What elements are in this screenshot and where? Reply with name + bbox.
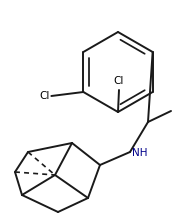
Text: Cl: Cl: [39, 91, 49, 101]
Text: Cl: Cl: [114, 76, 124, 86]
Text: NH: NH: [132, 148, 147, 158]
